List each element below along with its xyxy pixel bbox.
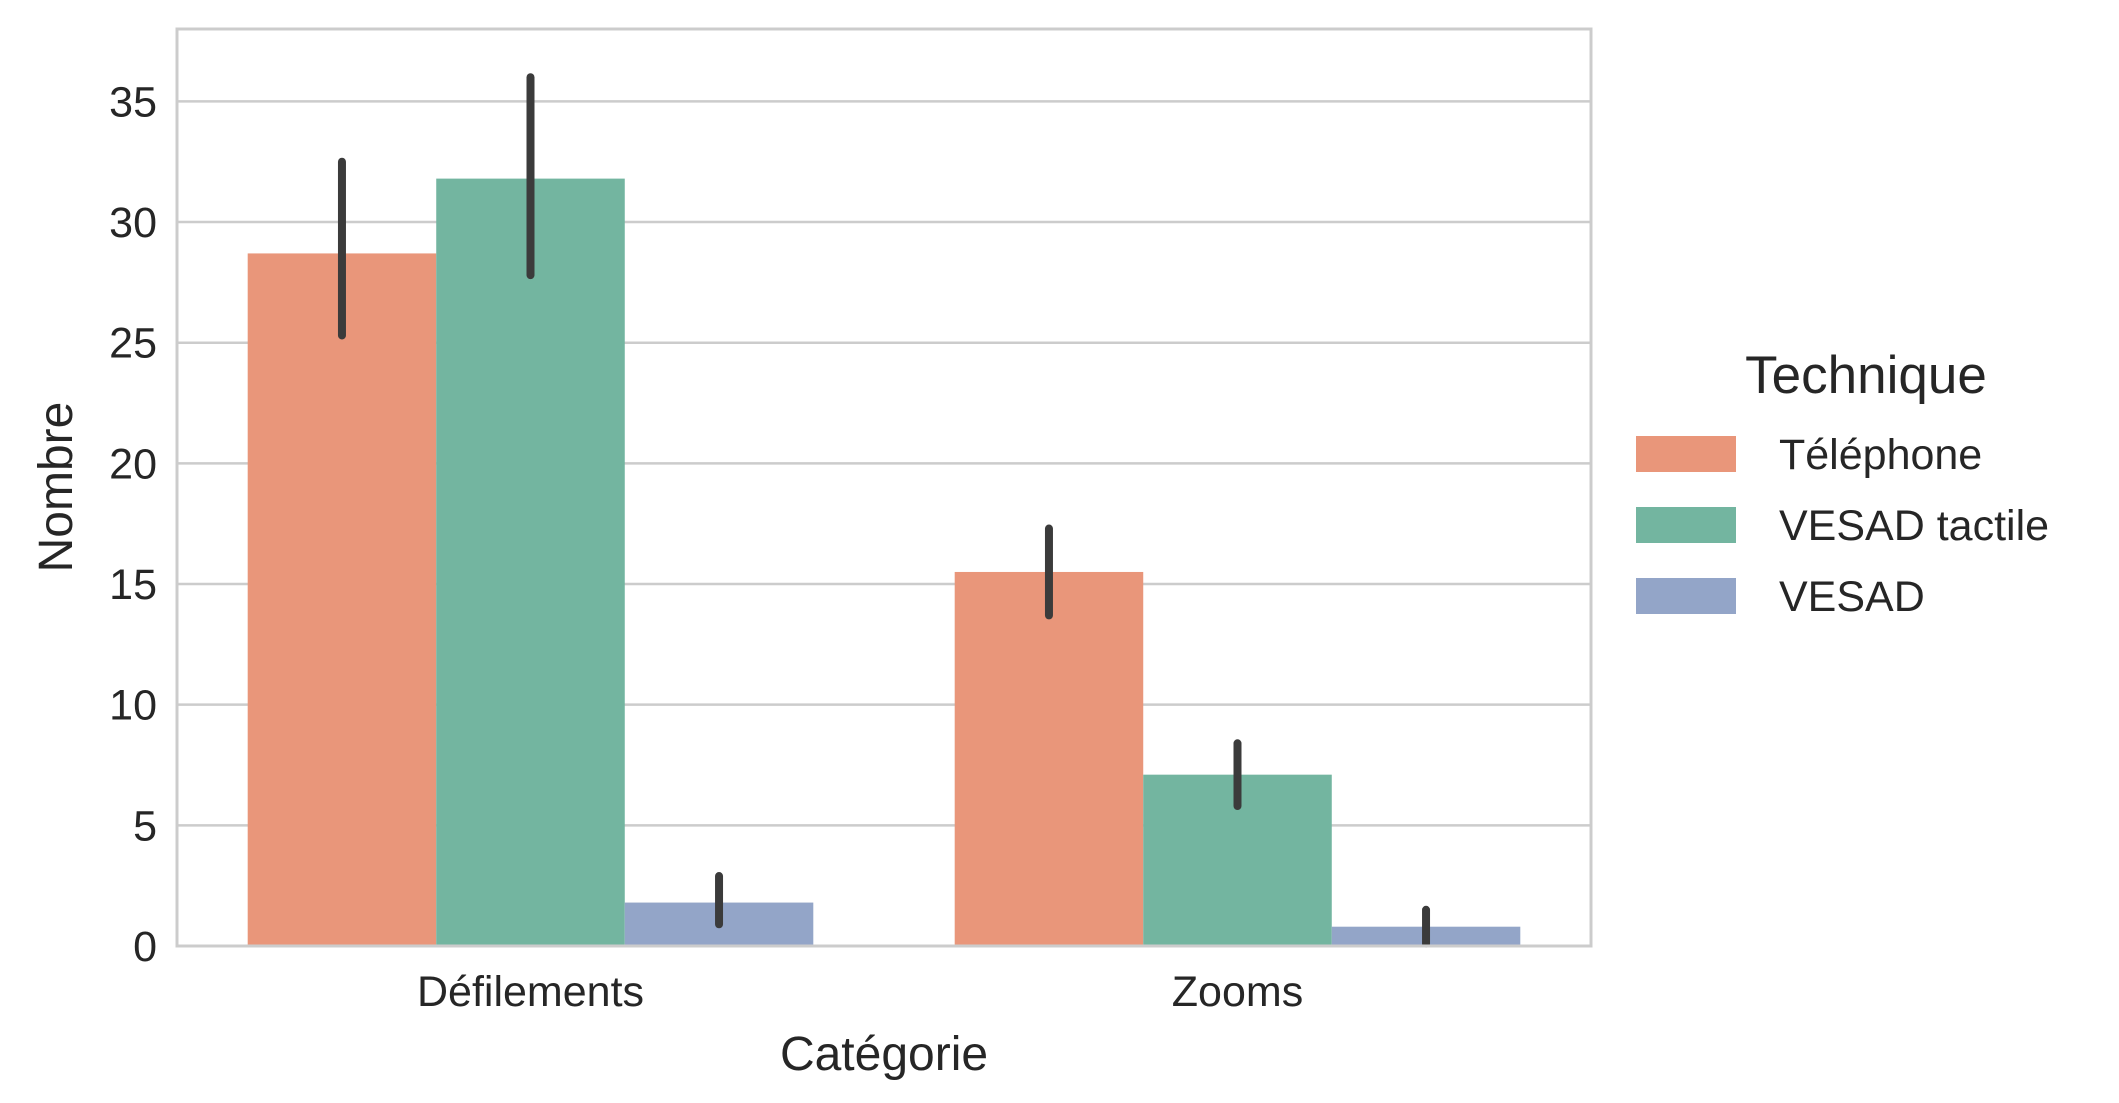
bar-téléphone-0 <box>247 253 437 946</box>
legend: Technique Téléphone VESAD tactile VESAD <box>1636 346 2049 621</box>
bar-vesad-tactile-0 <box>436 178 625 946</box>
bars <box>247 178 1521 946</box>
x-tick-label: Zooms <box>1172 968 1303 1016</box>
x-tick-labels: Défilements Zooms <box>417 968 1303 1016</box>
legend-swatch <box>1636 436 1736 472</box>
y-tick-label: 5 <box>133 802 157 850</box>
y-tick-label: 35 <box>109 78 157 126</box>
legend-items: Téléphone VESAD tactile VESAD <box>1636 431 2049 621</box>
y-tick-label: 10 <box>109 682 157 730</box>
y-tick-label: 30 <box>109 199 157 247</box>
y-tick-label: 25 <box>109 320 157 368</box>
y-tick-label: 20 <box>109 440 157 488</box>
x-tick-label: Défilements <box>417 968 644 1016</box>
legend-label: Téléphone <box>1779 431 1982 479</box>
x-axis-title: Catégorie <box>780 1028 988 1081</box>
error-bars <box>337 73 1431 948</box>
y-tick-label: 0 <box>133 923 157 971</box>
legend-swatch <box>1636 507 1736 543</box>
legend-label: VESAD <box>1779 573 1925 621</box>
bar-téléphone-1 <box>954 571 1144 946</box>
legend-label: VESAD tactile <box>1779 502 2049 550</box>
plot-frame <box>175 27 1593 948</box>
y-axis-title: Nombre <box>30 402 83 573</box>
y-tick-labels: 0 5 10 15 20 25 30 35 <box>109 78 157 971</box>
legend-title: Technique <box>1745 346 1987 405</box>
legend-swatch <box>1636 578 1736 614</box>
y-tick-label: 15 <box>109 561 157 609</box>
